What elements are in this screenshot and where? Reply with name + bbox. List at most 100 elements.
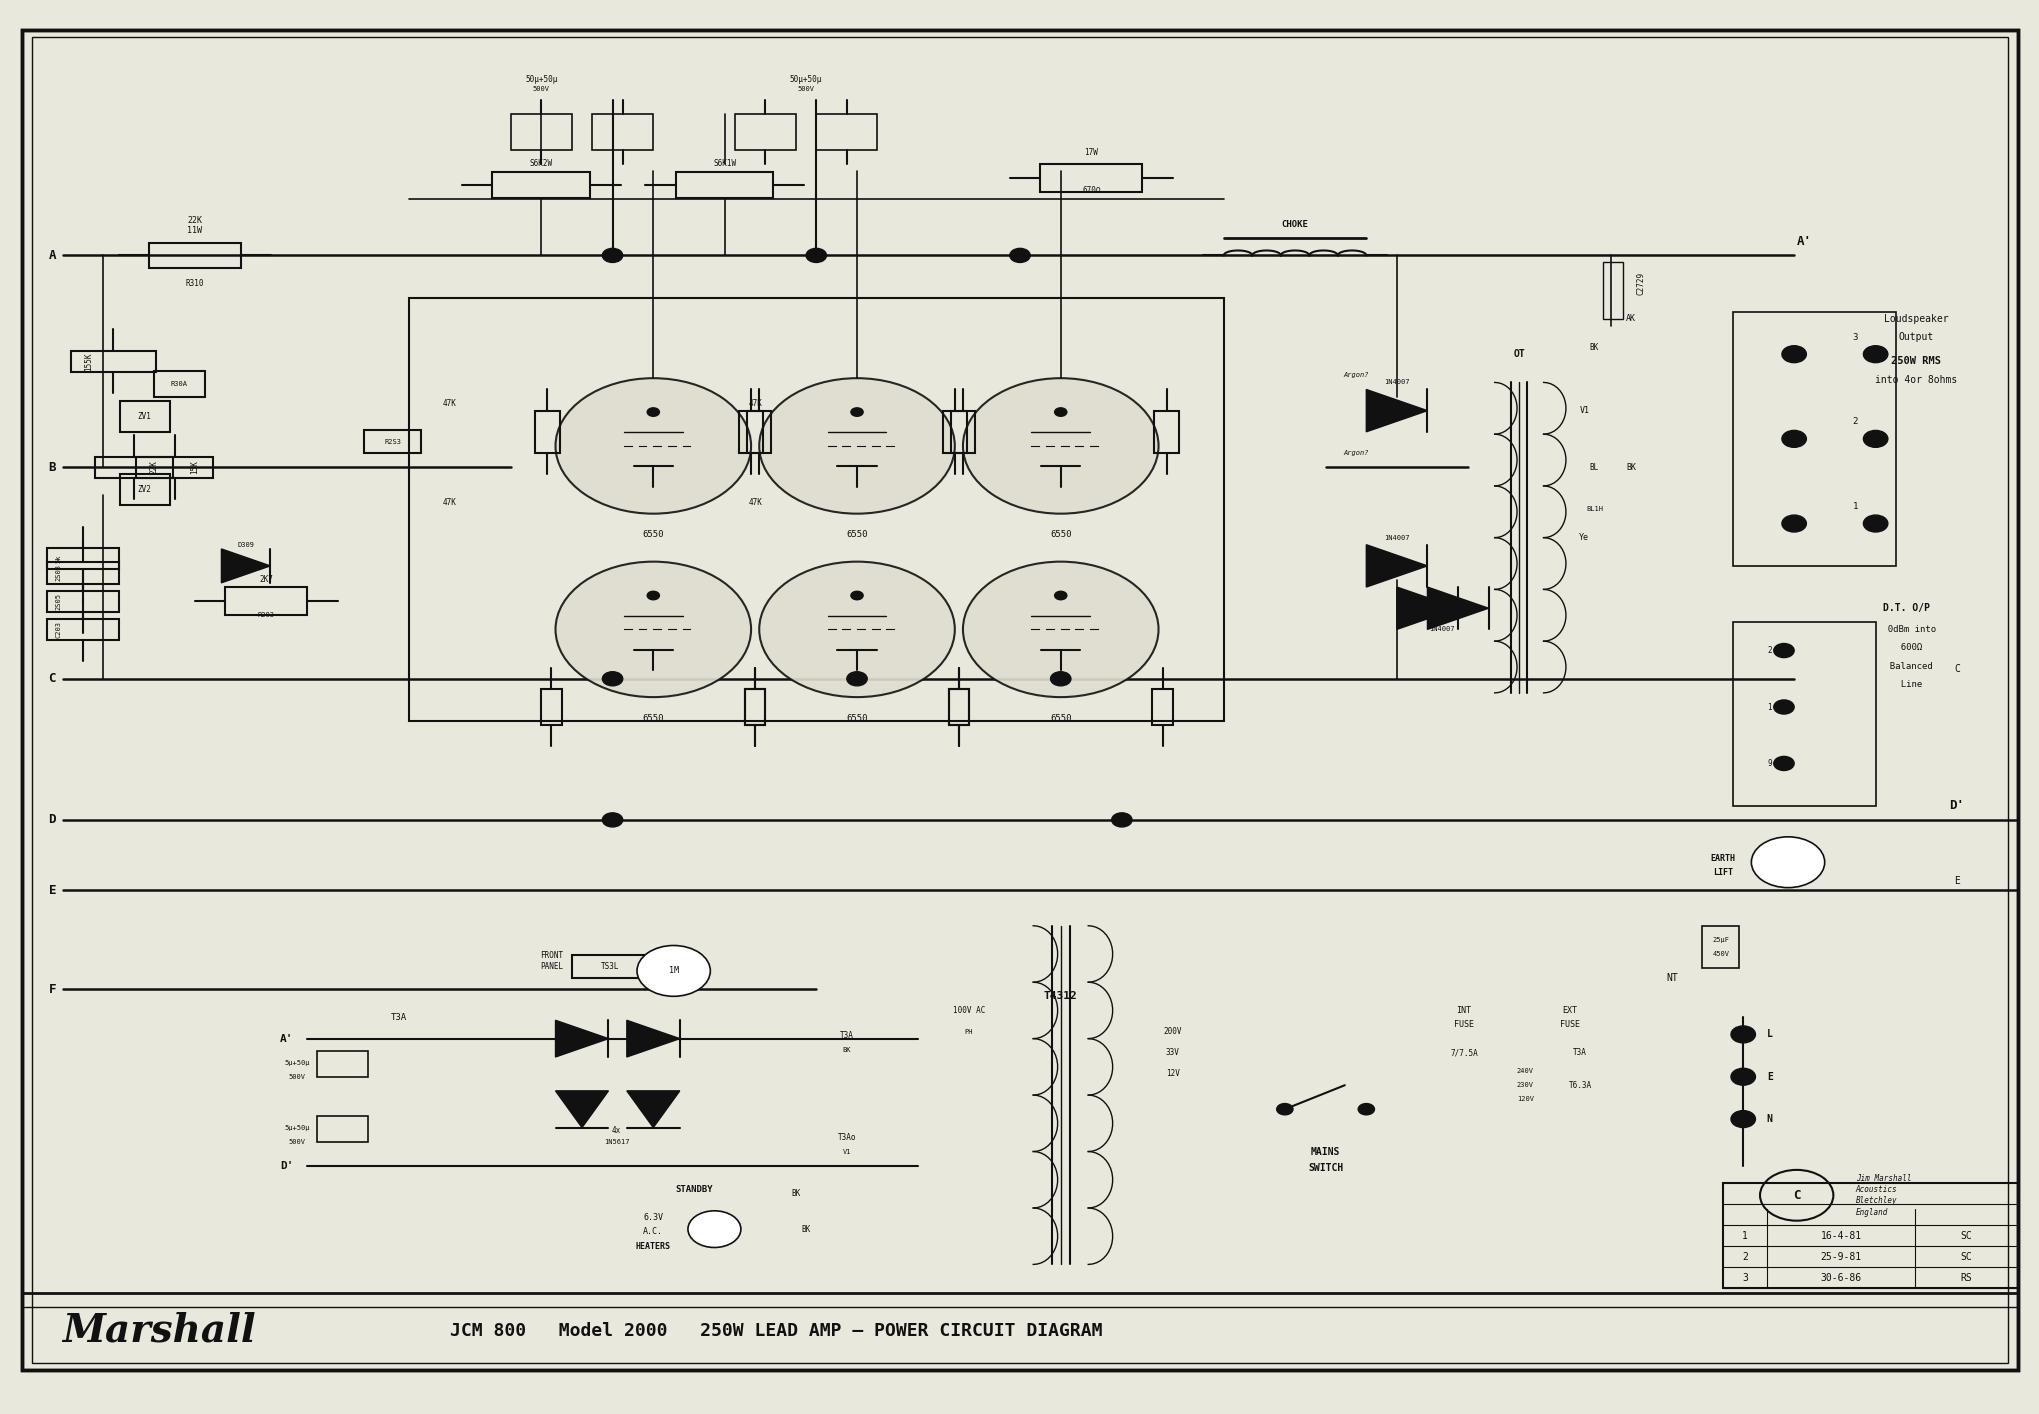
Text: SWITCH: SWITCH [1307, 1164, 1342, 1174]
Bar [948, 690, 969, 724]
Text: 250W RMS: 250W RMS [1890, 356, 1941, 366]
Text: 240V: 240V [1515, 1068, 1533, 1075]
Polygon shape [555, 1021, 608, 1058]
Circle shape [1780, 346, 1805, 362]
Text: CHOKE: CHOKE [1280, 219, 1307, 229]
Text: 1: 1 [1851, 502, 1858, 510]
Text: 2: 2 [1766, 646, 1772, 655]
Circle shape [1054, 591, 1066, 600]
Bar [675, 173, 773, 198]
Text: 4x: 4x [612, 1126, 622, 1135]
Text: 5µ+50µ: 5µ+50µ [283, 1124, 310, 1131]
Text: SC: SC [1959, 1230, 1972, 1240]
Bar [120, 400, 171, 431]
Polygon shape [222, 549, 271, 583]
Bar [1154, 410, 1179, 452]
Text: 9: 9 [1766, 759, 1772, 768]
Text: L: L [1766, 1029, 1772, 1039]
Bar [96, 457, 173, 478]
Text: C2729: C2729 [1635, 271, 1645, 296]
Text: OT: OT [1513, 349, 1525, 359]
Text: 230V: 230V [1515, 1082, 1533, 1089]
Text: 500V: 500V [532, 86, 548, 92]
Bar [1603, 263, 1623, 320]
Text: V1: V1 [842, 1148, 850, 1155]
Text: FUSE: FUSE [1560, 1019, 1580, 1029]
Bar [942, 410, 966, 452]
Circle shape [1009, 249, 1030, 263]
Text: 25-9-81: 25-9-81 [1819, 1251, 1862, 1261]
Circle shape [846, 672, 867, 686]
Text: A': A' [279, 1034, 294, 1044]
Text: T3A: T3A [840, 1031, 854, 1041]
Text: AK: AK [1625, 314, 1635, 324]
Text: R2S3: R2S3 [383, 438, 402, 444]
Polygon shape [626, 1021, 679, 1058]
Text: BK: BK [801, 1225, 809, 1233]
Text: BK: BK [842, 1046, 850, 1053]
Text: 2S03: 2S03 [55, 564, 61, 581]
Text: D.T. O/P: D.T. O/P [1882, 604, 1929, 614]
Text: Acoustics: Acoustics [1855, 1185, 1896, 1195]
Bar [316, 1052, 367, 1076]
Bar [47, 549, 118, 570]
Text: 0dBm into: 0dBm into [1876, 625, 1935, 633]
Text: 6550: 6550 [846, 714, 867, 723]
Text: EXT: EXT [1562, 1005, 1576, 1015]
Text: C: C [49, 672, 55, 686]
Bar [816, 115, 877, 150]
Text: Marshall: Marshall [63, 1312, 257, 1350]
Bar [1703, 926, 1739, 969]
Text: 2K7: 2K7 [259, 575, 273, 584]
Bar [316, 1116, 367, 1141]
Text: 16-4-81: 16-4-81 [1819, 1230, 1862, 1240]
Text: Balanced: Balanced [1878, 662, 1933, 670]
Bar [137, 457, 214, 478]
Text: Output: Output [1898, 332, 1933, 342]
Text: Argon?: Argon? [1344, 450, 1368, 455]
Text: 47K: 47K [748, 399, 763, 409]
Circle shape [962, 561, 1158, 697]
Text: BK: BK [791, 1189, 799, 1199]
Bar [155, 370, 206, 396]
Text: 3: 3 [1851, 332, 1858, 342]
Text: 1N4007: 1N4007 [1427, 626, 1454, 632]
Text: BK: BK [1625, 462, 1635, 472]
Text: 500V: 500V [797, 86, 814, 92]
Text: HEATERS: HEATERS [636, 1241, 671, 1250]
Bar [1733, 622, 1874, 806]
Text: D': D' [1949, 799, 1964, 812]
Text: BK: BK [1588, 342, 1599, 352]
Bar [738, 410, 763, 452]
Text: NT: NT [1666, 973, 1676, 983]
Text: INT: INT [1456, 1005, 1470, 1015]
Circle shape [1731, 1068, 1756, 1085]
Text: D: D [49, 813, 55, 826]
Bar [1040, 164, 1142, 192]
Circle shape [687, 1210, 740, 1247]
Circle shape [555, 378, 750, 513]
Text: RS: RS [1959, 1273, 1972, 1282]
Bar [363, 430, 420, 452]
Text: F: F [49, 983, 55, 995]
Bar [744, 690, 765, 724]
Circle shape [646, 407, 659, 416]
Bar [734, 115, 795, 150]
Bar [120, 474, 171, 505]
Text: 25µF: 25µF [1711, 937, 1729, 943]
Polygon shape [626, 1090, 679, 1127]
Text: 2S05: 2S05 [55, 592, 61, 609]
Circle shape [962, 378, 1158, 513]
Text: T3A: T3A [389, 1012, 406, 1022]
Text: EARTH: EARTH [1709, 854, 1735, 863]
Text: Bletchley: Bletchley [1855, 1196, 1896, 1205]
Text: BL: BL [1588, 462, 1599, 472]
Text: 3: 3 [1741, 1273, 1747, 1282]
Circle shape [1276, 1103, 1293, 1114]
Text: S6K1W: S6K1W [714, 160, 736, 168]
Bar [491, 173, 589, 198]
Circle shape [850, 591, 862, 600]
Text: E: E [49, 884, 55, 896]
Text: Jim Marshall: Jim Marshall [1855, 1174, 1911, 1184]
Text: D309: D309 [237, 542, 255, 547]
